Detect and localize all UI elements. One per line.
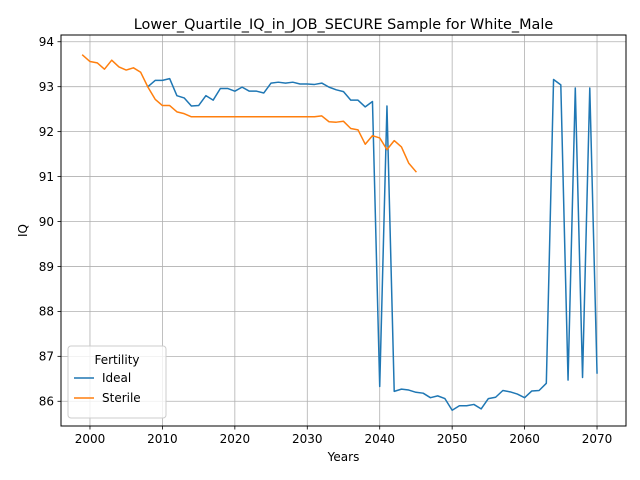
x-tick-label: 2010 (147, 432, 178, 446)
y-tick-label: 89 (39, 260, 54, 274)
legend: Fertility Ideal Sterile (67, 345, 167, 419)
y-axis-label: IQ (16, 224, 30, 237)
y-tick-label: 91 (39, 170, 54, 184)
y-tick-label: 90 (39, 215, 54, 229)
axis-ticks: 2000 2010 2020 2030 2040 2050 2060 2070 86 87 88 89… (39, 35, 613, 446)
x-tick-label: 2050 (437, 432, 468, 446)
x-tick-label: 2040 (364, 432, 395, 446)
y-tick-label: 88 (39, 305, 54, 319)
y-tick-label: 94 (39, 35, 54, 49)
series-line-sterile (81, 54, 417, 173)
legend-title: Fertility (94, 353, 139, 367)
legend-label-sterile: Sterile (102, 391, 141, 405)
x-tick-label: 2070 (582, 432, 613, 446)
x-tick-label: 2030 (292, 432, 323, 446)
x-tick-label: 2020 (220, 432, 251, 446)
series-lines (81, 54, 598, 412)
chart-title: Lower_Quartile_IQ_in_JOB_SECURE Sample f… (134, 17, 554, 33)
x-axis-label: Years (327, 450, 360, 464)
plot-frame (60, 34, 627, 427)
series-line-ideal (146, 77, 598, 412)
y-tick-label: 87 (39, 350, 54, 364)
legend-box (67, 345, 167, 419)
y-tick-label: 93 (39, 80, 54, 94)
y-tick-label: 86 (39, 395, 54, 409)
x-tick-label: 2000 (75, 432, 106, 446)
legend-label-ideal: Ideal (102, 371, 131, 385)
y-tick-label: 92 (39, 125, 54, 139)
x-tick-label: 2060 (509, 432, 540, 446)
